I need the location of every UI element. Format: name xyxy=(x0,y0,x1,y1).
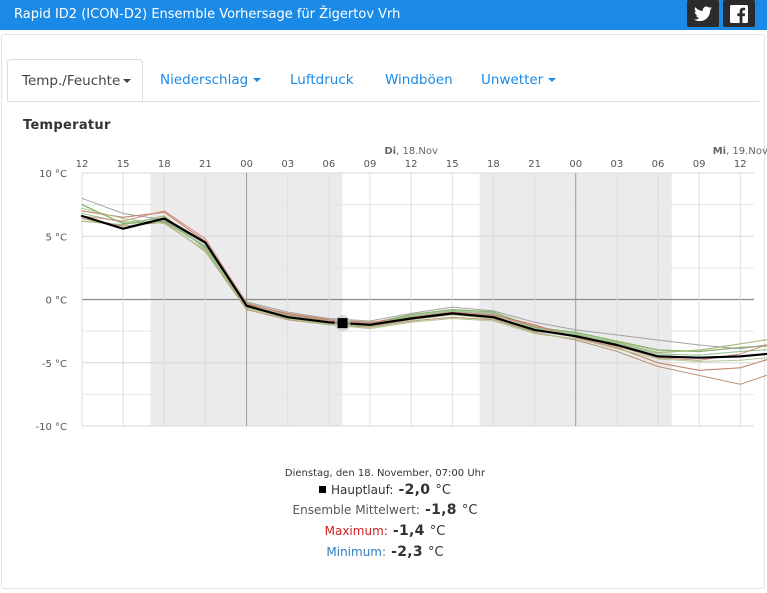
page-title: Rapid ID2 (ICON-D2) Ensemble Vorhersage … xyxy=(14,7,401,22)
twitter-icon xyxy=(694,6,712,21)
mean-label: Ensemble Mittelwert: xyxy=(292,503,420,517)
ensemble-member-line xyxy=(81,210,767,361)
ensemble-member-line xyxy=(81,207,767,362)
maximum-label: Maximum: xyxy=(324,524,388,538)
content-panel xyxy=(1,34,765,589)
minimum-value: -2,3 xyxy=(391,544,423,560)
chevron-down-icon xyxy=(253,78,262,82)
tooltip-mean: Ensemble Mittelwert: -1,8 °C xyxy=(240,499,530,518)
tab-label: Niederschlag xyxy=(160,72,249,88)
facebook-icon xyxy=(730,4,748,23)
tab-niederschlag[interactable]: Niederschlag xyxy=(160,59,262,101)
twitter-button[interactable] xyxy=(687,0,719,27)
x-tick-label: 03 xyxy=(281,159,294,170)
tab-temp-feuchte[interactable]: Temp./Feuchte xyxy=(7,59,143,101)
tooltip-datetime-text: Dienstag, den 18. November, 07:00 Uhr xyxy=(284,468,486,479)
ensemble-member-line xyxy=(81,218,767,385)
x-tick-label: 09 xyxy=(693,159,706,170)
tooltip-datetime: Dienstag, den 18. November, 07:00 Uhr xyxy=(240,461,530,480)
y-tick-label: 0 °C xyxy=(45,296,67,307)
unit-label: °C xyxy=(428,545,444,560)
tab-label: Unwetter xyxy=(481,72,544,88)
day-label: Di, 18.Nov xyxy=(384,146,438,157)
x-tick-label: 18 xyxy=(487,159,500,170)
x-tick-label: 21 xyxy=(199,159,212,170)
header-bar: Rapid ID2 (ICON-D2) Ensemble Vorhersage … xyxy=(0,0,767,30)
x-tick-label: 15 xyxy=(446,159,459,170)
x-tick-label: 06 xyxy=(322,159,335,170)
x-tick-label: 12 xyxy=(734,159,747,170)
tab-unwetter[interactable]: Unwetter xyxy=(481,59,557,101)
y-tick-label: -5 °C xyxy=(42,359,67,370)
tab-label: Temp./Feuchte xyxy=(22,73,121,89)
tooltip-maximum: Maximum: -1,4 °C xyxy=(240,520,530,539)
main-run-marker-icon xyxy=(318,486,326,493)
tab-bar: Temp./Feuchte Niederschlag Luftdruck Win… xyxy=(7,59,759,102)
tooltip-main-run: Hauptlauf: -2,0 °C xyxy=(240,479,530,498)
x-tick-label: 12 xyxy=(76,159,89,170)
highlight-marker[interactable] xyxy=(337,318,348,329)
x-tick-label: 00 xyxy=(240,159,253,170)
mean-value: -1,8 xyxy=(424,502,457,518)
facebook-button[interactable] xyxy=(723,0,755,27)
main-run-line xyxy=(80,214,767,359)
unit-label: °C xyxy=(461,503,478,518)
x-tick-label: 06 xyxy=(652,159,665,170)
tab-luftdruck[interactable]: Luftdruck xyxy=(290,59,354,101)
x-tick-label: 18 xyxy=(158,159,171,170)
unit-label: °C xyxy=(435,483,451,498)
tab-windboeen[interactable]: Windböen xyxy=(385,59,453,101)
y-tick-label: -10 °C xyxy=(36,422,68,433)
chevron-down-icon xyxy=(123,79,132,83)
main-run-label: Hauptlauf: xyxy=(330,483,394,497)
tab-label: Windböen xyxy=(385,72,453,88)
x-tick-label: 03 xyxy=(610,159,623,170)
day-label: Mi, 19.Nov xyxy=(713,146,767,157)
unit-label: °C xyxy=(429,524,446,539)
y-tick-label: 10 °C xyxy=(39,169,67,180)
y-tick-label: 5 °C xyxy=(45,232,67,243)
chevron-down-icon xyxy=(548,78,557,82)
maximum-value: -1,4 xyxy=(392,523,425,539)
x-tick-label: 09 xyxy=(364,159,377,170)
x-tick-label: 12 xyxy=(405,159,418,170)
tooltip-minimum: Minimum: -2,3 °C xyxy=(240,541,530,560)
ensemble-member-line xyxy=(81,212,767,356)
minimum-label: Minimum: xyxy=(326,545,387,559)
main-run-value: -2,0 xyxy=(398,482,431,498)
tab-label: Luftdruck xyxy=(290,72,354,88)
x-tick-label: 15 xyxy=(117,159,130,170)
x-tick-label: 00 xyxy=(569,159,582,170)
x-tick-label: 21 xyxy=(528,159,541,170)
chart-title: Temperatur xyxy=(23,118,111,133)
ensemble-member-line xyxy=(81,215,767,354)
